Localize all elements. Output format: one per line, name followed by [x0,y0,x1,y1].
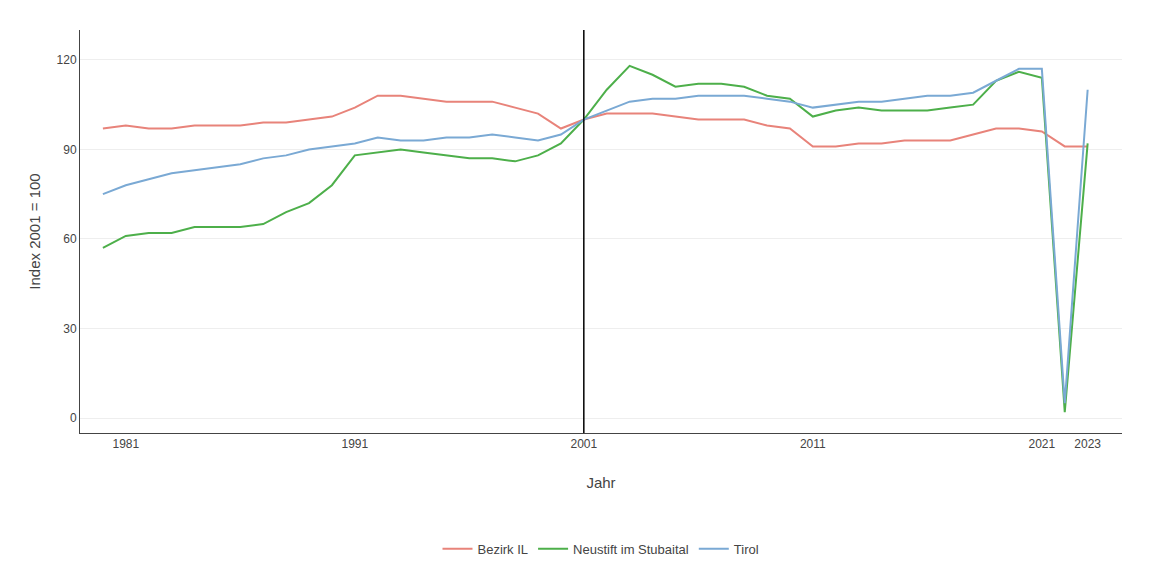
svg-text:1981: 1981 [112,437,139,451]
svg-text:60: 60 [63,232,77,246]
svg-text:Neustift im Stubaital: Neustift im Stubaital [573,542,689,557]
svg-text:Jahr: Jahr [586,474,615,491]
svg-text:30: 30 [63,322,77,336]
svg-text:2001: 2001 [570,437,597,451]
svg-text:1991: 1991 [341,437,368,451]
svg-text:Tirol: Tirol [734,542,759,557]
svg-text:2023: 2023 [1074,437,1101,451]
svg-text:0: 0 [70,411,77,425]
svg-text:Bezirk IL: Bezirk IL [478,542,529,557]
svg-text:Index 2001 = 100: Index 2001 = 100 [26,173,43,289]
svg-text:2011: 2011 [800,437,826,451]
svg-text:90: 90 [63,143,77,157]
svg-text:120: 120 [57,53,77,67]
svg-text:2021: 2021 [1028,437,1055,451]
